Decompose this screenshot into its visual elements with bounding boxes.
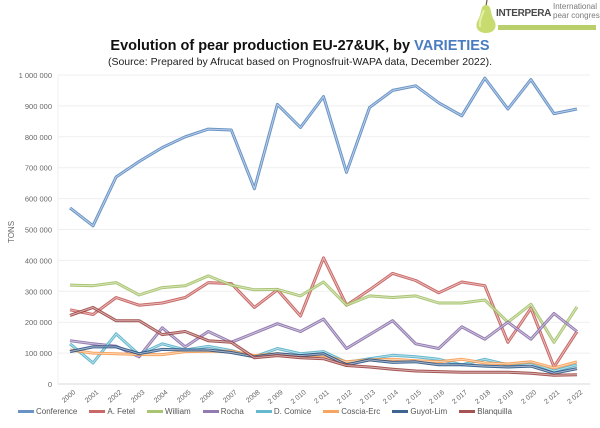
y-tick-label: 500 000 — [25, 226, 52, 235]
y-tick-label: 700 000 — [25, 164, 52, 173]
legend-swatch — [146, 410, 163, 413]
x-tick-label: 2 020 — [520, 389, 538, 406]
x-tick-label: 2000 — [61, 389, 78, 404]
legend-item: Coscia-Erc — [323, 407, 380, 416]
y-tick-label: 600 000 — [25, 195, 52, 204]
x-tick-label: 2004 — [153, 389, 170, 404]
y-axis-ticks: 0 100 000 200 000 300 000 400 000 500 000 600 … — [19, 71, 52, 389]
series-rocha — [69, 312, 578, 359]
series-line-outer — [69, 274, 579, 344]
y-tick-label: 0 — [48, 380, 52, 389]
chart-subtitle: (Source: Prepared by Afrucat based on Pr… — [107, 56, 493, 68]
legend-item: Guyot-Lim — [392, 407, 447, 416]
legend-swatch — [202, 410, 219, 413]
legend-label: Conference — [36, 407, 78, 416]
y-tick-label: 1 000 000 — [19, 71, 52, 80]
x-tick-label: 2 016 — [428, 389, 446, 406]
chart-title-text: Evolution of pear production EU-27&UK, b… — [110, 38, 411, 54]
legend-swatch — [255, 410, 272, 413]
x-tick-label: 2 015 — [405, 389, 423, 406]
legend-swatch — [89, 410, 106, 413]
logo-tagline-line2: pear congress — [553, 10, 600, 20]
legend-swatch — [323, 410, 340, 413]
series-line-inner — [69, 257, 578, 368]
chart-title: Evolution of pear production EU-27&UK, b… — [0, 38, 600, 54]
logo-bar — [498, 25, 596, 30]
legend-item: Rocha — [202, 407, 244, 416]
legend-label: Guyot-Lim — [410, 407, 448, 416]
x-tick-label: 2007 — [222, 389, 239, 404]
legend-item: A. Fetel — [89, 407, 135, 416]
legend-swatch — [18, 410, 34, 413]
pear-icon — [476, 0, 496, 33]
x-tick-label: 2002 — [107, 389, 124, 404]
series-line-inner — [69, 346, 578, 374]
series-line-inner — [69, 77, 578, 227]
interpera-logo: INTERPERA International pear congress — [466, 0, 600, 34]
x-tick-label: 2 010 — [290, 389, 308, 406]
legend-item: Blanquilla — [459, 407, 512, 416]
logo-tagline: International pear congress — [553, 2, 600, 20]
x-axis-ticks: 2000 2001 2002 2003 2004 2005 2006 2007 2008 2 00… — [61, 389, 585, 406]
y-tick-label: 300 000 — [25, 287, 52, 296]
x-tick-label: 2 018 — [474, 389, 492, 406]
y-tick-label: 900 000 — [25, 102, 52, 111]
x-tick-label: 2003 — [130, 389, 147, 404]
legend-swatch — [459, 410, 476, 413]
x-tick-label: 2 021 — [543, 389, 561, 406]
y-tick-label: 400 000 — [25, 256, 52, 265]
series-line-inner — [69, 306, 578, 376]
y-tick-label: 800 000 — [25, 133, 52, 142]
logo-brand: INTERPERA — [496, 8, 552, 19]
legend: Conference A. Fetel William Rocha D. Comice C… — [18, 407, 600, 416]
legend-label: Rocha — [220, 407, 244, 416]
chart-title-accent: VARIETIES — [414, 38, 490, 54]
legend-label: Blanquilla — [477, 407, 512, 416]
y-axis-label: TONS — [7, 221, 16, 243]
x-tick-label: 2 013 — [359, 389, 377, 406]
x-tick-label: 2 009 — [267, 389, 285, 406]
legend-item: Conference — [18, 407, 77, 416]
series-lines — [69, 76, 579, 377]
x-tick-label: 2 014 — [382, 389, 400, 406]
x-tick-label: 2 019 — [497, 389, 515, 406]
y-tick-label: 200 000 — [25, 318, 52, 327]
legend-label: William — [164, 407, 191, 416]
legend-label: D. Comice — [273, 407, 312, 416]
legend-item: D. Comice — [255, 407, 312, 416]
series-line-inner — [69, 275, 578, 343]
y-tick-label: 100 000 — [25, 349, 52, 358]
series-william — [69, 274, 579, 344]
x-tick-label: 2 017 — [451, 389, 469, 406]
x-tick-label: 2 012 — [336, 389, 354, 406]
x-tick-label: 2006 — [199, 389, 216, 404]
series-guyot-lim — [69, 345, 578, 375]
x-tick-label: 2 011 — [313, 389, 331, 405]
series-blanquilla — [69, 305, 578, 377]
series-line-inner — [69, 333, 578, 372]
x-tick-label: 2001 — [84, 389, 101, 404]
legend-item: William — [146, 407, 191, 416]
series-conference — [69, 76, 578, 228]
x-tick-label: 2005 — [176, 389, 193, 404]
logo-tagline-line1: International — [553, 2, 598, 11]
legend-label: A. Fetel — [107, 407, 135, 416]
legend-swatch — [392, 410, 409, 413]
x-tick-label: 2008 — [245, 389, 262, 404]
legend-label: Coscia-Erc — [341, 407, 381, 416]
x-tick-label: 2 022 — [566, 389, 584, 406]
